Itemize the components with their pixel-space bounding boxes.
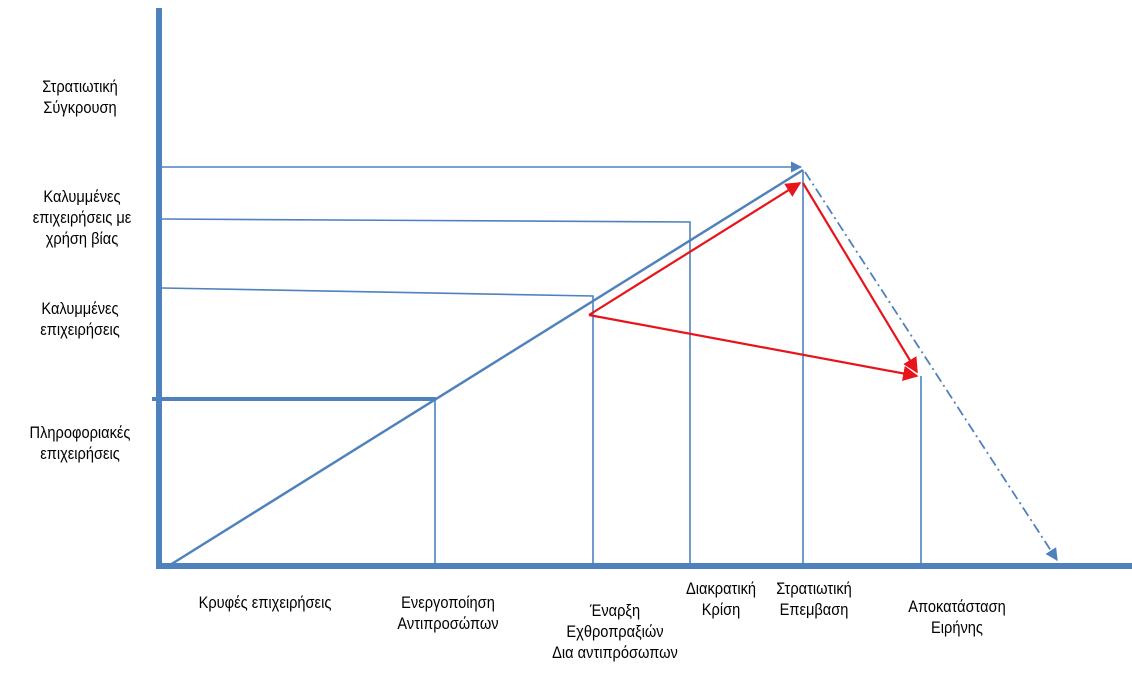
- guide-covert-ops-force: [162, 219, 690, 566]
- x-label-proxy-hostilities: Έναρξη Εχθροπραξιών Δια αντιπρόσωπων: [551, 600, 680, 663]
- y-label-covert-ops: Καλυμμένες επιχειρήσεις: [20, 298, 140, 340]
- x-label-state-crisis: Διακρατική Κρίση: [682, 578, 759, 620]
- cycle-arrow-down: [803, 183, 917, 372]
- x-label-secret-ops: Κρυφές επιχειρήσεις: [188, 592, 343, 613]
- y-label-intelligence-ops: Πληροφοριακές επιχειρήσεις: [15, 422, 146, 464]
- y-label-covert-ops-force: Καλυμμένες επιχειρήσεις με χρήση βίας: [15, 186, 149, 249]
- cycle-arrow-up: [589, 183, 800, 315]
- escalation-line: [170, 170, 803, 565]
- x-label-peace-restoration: Αποκατάσταση Ειρήνης: [901, 596, 1013, 638]
- guide-covert-ops: [162, 288, 593, 566]
- cycle-arrow-return: [589, 315, 917, 376]
- x-label-military-intervention: Στρατιωτική Επεμβαση: [771, 578, 857, 620]
- de-escalation-line: [805, 172, 1057, 560]
- y-label-military-conflict: Στρατιωτική Σύγκρουση: [20, 76, 140, 118]
- x-label-proxy-activation: Ενεργοποίηση Αντιπροσώπων: [388, 592, 508, 634]
